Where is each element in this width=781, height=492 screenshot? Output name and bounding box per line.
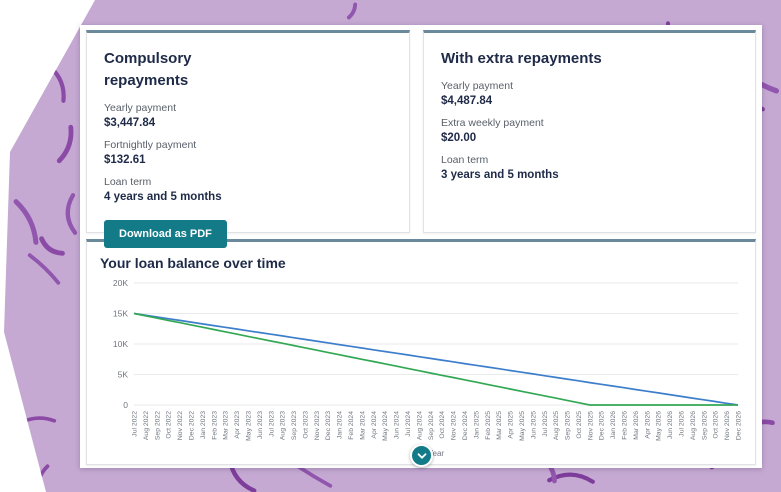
svg-text:Jun 2026: Jun 2026	[667, 411, 674, 439]
chart-title: Your loan balance over time	[100, 255, 286, 271]
svg-text:Mar 2023: Mar 2023	[223, 411, 230, 440]
svg-text:Nov 2024: Nov 2024	[451, 411, 458, 440]
field-value: $3,447.84	[104, 116, 156, 129]
svg-text:Aug 2023: Aug 2023	[280, 411, 287, 440]
field-label: Extra weekly payment	[441, 116, 544, 129]
field-label: Loan term	[104, 175, 152, 188]
field-label: Loan term	[441, 153, 489, 166]
x-axis-title: Year	[428, 449, 445, 458]
gridlines	[134, 282, 738, 406]
svg-text:Mar 2024: Mar 2024	[359, 411, 366, 440]
field-label: Yearly payment	[441, 79, 513, 92]
svg-text:Jul 2026: Jul 2026	[679, 411, 686, 437]
summary-cards-row: Compulsory repayments Yearly payment $3,…	[86, 30, 756, 248]
series-lines	[133, 312, 739, 407]
loan-balance-chart-card: Your loan balance over time 0 5K 10K 15K 20K…	[86, 239, 756, 465]
field-value: 4 years and 5 months	[104, 190, 222, 203]
svg-text:Dec 2026: Dec 2026	[736, 411, 743, 440]
series-line-0	[133, 312, 739, 407]
svg-text:Jun 2024: Jun 2024	[394, 411, 401, 439]
svg-text:Jan 2026: Jan 2026	[610, 411, 617, 439]
svg-text:Jun 2025: Jun 2025	[530, 411, 537, 439]
svg-text:Feb 2025: Feb 2025	[485, 411, 492, 440]
field-label: Fortnightly payment	[104, 138, 197, 151]
svg-text:Jul 2022: Jul 2022	[132, 411, 139, 437]
svg-text:Jul 2023: Jul 2023	[268, 411, 275, 437]
svg-text:Dec 2023: Dec 2023	[325, 411, 332, 440]
svg-text:Sep 2022: Sep 2022	[154, 411, 161, 440]
svg-text:Feb 2024: Feb 2024	[348, 411, 355, 440]
y-axis-labels: 0 5K 10K 15K 20K	[113, 278, 128, 410]
svg-text:Oct 2025: Oct 2025	[576, 411, 583, 439]
svg-text:Nov 2026: Nov 2026	[724, 411, 731, 440]
svg-text:May 2024: May 2024	[382, 411, 389, 441]
field-value: $132.61	[104, 153, 146, 166]
svg-text:Jan 2024: Jan 2024	[337, 411, 344, 439]
svg-text:Jul 2025: Jul 2025	[542, 411, 549, 437]
loan-balance-chart: 0 5K 10K 15K 20K Jul 2022 Aug 2022 Sep 2022 Oct …	[113, 278, 743, 458]
svg-text:Oct 2023: Oct 2023	[302, 411, 309, 439]
svg-text:Apr 2024: Apr 2024	[371, 411, 378, 439]
svg-text:Sep 2023: Sep 2023	[291, 411, 298, 440]
loan-term-field: Loan term 3 years and 5 months	[441, 154, 738, 181]
svg-text:5K: 5K	[118, 370, 129, 380]
svg-text:Sep 2024: Sep 2024	[428, 411, 435, 440]
svg-text:15K: 15K	[113, 309, 128, 319]
svg-text:Mar 2026: Mar 2026	[633, 411, 640, 440]
svg-text:Apr 2023: Apr 2023	[234, 411, 241, 439]
svg-text:Mar 2025: Mar 2025	[496, 411, 503, 440]
svg-text:Dec 2022: Dec 2022	[188, 411, 195, 440]
extra-repayments-card: With extra repayments Yearly payment $4,…	[423, 30, 756, 233]
svg-text:Aug 2025: Aug 2025	[553, 411, 560, 440]
x-axis-labels: Jul 2022 Aug 2022 Sep 2022 Oct 2022 Nov 2022…	[132, 411, 743, 441]
svg-text:Jun 2023: Jun 2023	[257, 411, 264, 439]
svg-text:May 2026: May 2026	[656, 411, 663, 441]
scroll-down-button[interactable]	[410, 444, 433, 467]
field-label: Yearly payment	[104, 101, 176, 114]
card-title: Compulsory repayments	[104, 50, 192, 89]
card-title: With extra repayments	[441, 50, 602, 67]
series-line-1	[133, 312, 738, 407]
svg-text:Jan 2023: Jan 2023	[200, 411, 207, 439]
field-value: $4,487.84	[441, 94, 493, 107]
svg-text:Apr 2026: Apr 2026	[644, 411, 651, 439]
field-value: 3 years and 5 months	[441, 168, 559, 181]
extra-weekly-payment-field: Extra weekly payment $20.00	[441, 117, 738, 144]
svg-text:Sep 2025: Sep 2025	[565, 411, 572, 440]
svg-text:Sep 2026: Sep 2026	[701, 411, 708, 440]
download-pdf-button[interactable]: Download as PDF	[104, 219, 227, 248]
svg-text:May 2023: May 2023	[245, 411, 252, 441]
field-value: $20.00	[441, 131, 477, 144]
results-panel: Compulsory repayments Yearly payment $3,…	[80, 25, 762, 468]
loan-term-field: Loan term 4 years and 5 months	[104, 176, 392, 203]
svg-text:Nov 2025: Nov 2025	[587, 411, 594, 440]
svg-text:Aug 2024: Aug 2024	[416, 411, 423, 440]
svg-text:Oct 2026: Oct 2026	[713, 411, 720, 439]
yearly-payment-field: Yearly payment $3,447.84	[104, 102, 392, 129]
svg-text:Aug 2022: Aug 2022	[143, 411, 150, 440]
compulsory-repayments-card: Compulsory repayments Yearly payment $3,…	[86, 30, 410, 248]
svg-text:Jan 2025: Jan 2025	[473, 411, 480, 439]
svg-text:20K: 20K	[113, 278, 128, 288]
svg-text:Dec 2025: Dec 2025	[599, 411, 606, 440]
svg-text:Jul 2024: Jul 2024	[405, 411, 412, 437]
svg-text:Oct 2022: Oct 2022	[166, 411, 173, 439]
svg-text:Feb 2026: Feb 2026	[622, 411, 629, 440]
svg-text:May 2025: May 2025	[519, 411, 526, 441]
svg-text:Nov 2023: Nov 2023	[314, 411, 321, 440]
yearly-payment-field: Yearly payment $4,487.84	[441, 80, 738, 107]
svg-text:Aug 2026: Aug 2026	[690, 411, 697, 440]
svg-text:Oct 2024: Oct 2024	[439, 411, 446, 439]
svg-text:10K: 10K	[113, 339, 128, 349]
svg-text:Feb 2023: Feb 2023	[211, 411, 218, 440]
svg-text:Apr 2025: Apr 2025	[508, 411, 515, 439]
svg-text:Nov 2022: Nov 2022	[177, 411, 184, 440]
svg-text:0: 0	[123, 400, 128, 410]
fortnightly-payment-field: Fortnightly payment $132.61	[104, 139, 392, 166]
chevron-down-icon	[417, 452, 426, 459]
svg-text:Dec 2024: Dec 2024	[462, 411, 469, 440]
